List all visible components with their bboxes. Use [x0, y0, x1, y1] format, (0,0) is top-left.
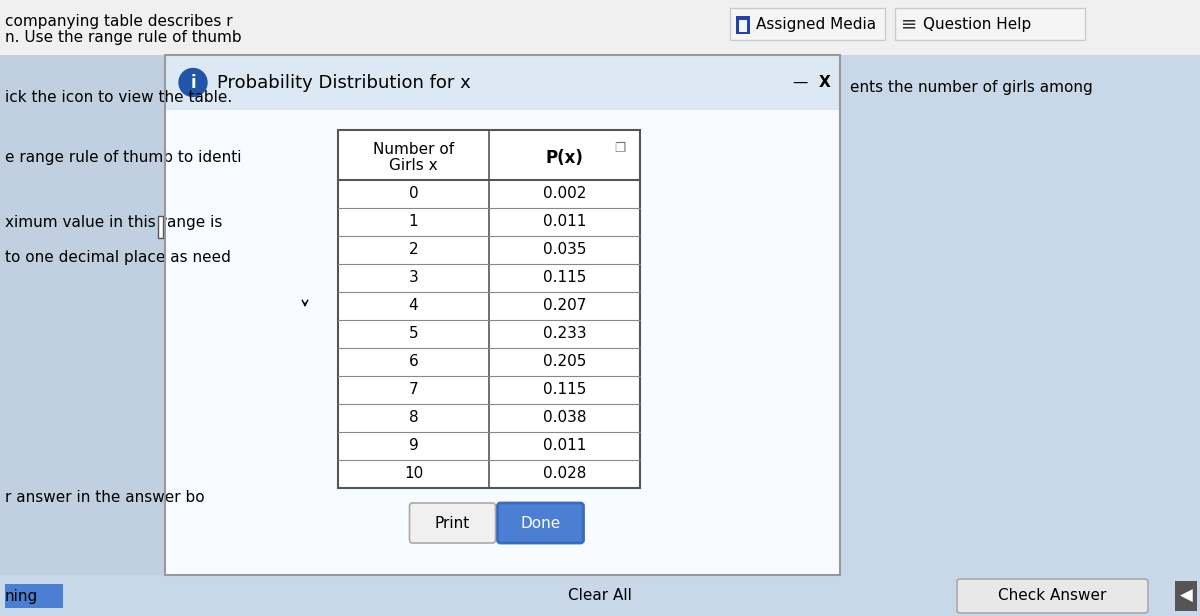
Bar — [166, 110, 840, 575]
Bar — [158, 216, 163, 238]
Text: Question Help: Question Help — [923, 17, 1031, 31]
Text: ≡: ≡ — [901, 15, 917, 33]
Text: ◀: ◀ — [1180, 587, 1193, 605]
Text: X: X — [820, 75, 830, 90]
Text: 0.205: 0.205 — [542, 354, 586, 370]
Bar — [739, 20, 746, 32]
Text: 0.115: 0.115 — [542, 383, 586, 397]
Text: ning: ning — [5, 588, 38, 604]
Text: ❒: ❒ — [614, 142, 625, 155]
Bar — [1175, 581, 1198, 611]
Text: 8: 8 — [409, 410, 419, 426]
FancyBboxPatch shape — [895, 8, 1085, 40]
Text: 0.028: 0.028 — [542, 466, 586, 482]
Text: 0.233: 0.233 — [542, 326, 587, 341]
Text: 3: 3 — [409, 270, 419, 285]
Text: Check Answer: Check Answer — [998, 588, 1106, 604]
Text: e range rule of thumb to identi: e range rule of thumb to identi — [5, 150, 241, 165]
Text: P(x): P(x) — [546, 149, 583, 167]
Text: 0.035: 0.035 — [542, 243, 587, 257]
Text: 4: 4 — [409, 299, 419, 314]
Text: ximum value in this range is: ximum value in this range is — [5, 215, 222, 230]
Text: 0.011: 0.011 — [542, 214, 586, 230]
Text: n. Use the range rule of thumb: n. Use the range rule of thumb — [5, 30, 241, 45]
Text: —: — — [792, 75, 808, 90]
Bar — [0, 0, 1200, 55]
Bar — [338, 130, 640, 488]
Bar — [5, 584, 64, 608]
Circle shape — [179, 68, 208, 97]
Bar — [166, 55, 840, 110]
Text: 0.207: 0.207 — [542, 299, 586, 314]
Text: 0.115: 0.115 — [542, 270, 586, 285]
Text: 1: 1 — [409, 214, 419, 230]
Text: 0.002: 0.002 — [542, 187, 586, 201]
Text: i: i — [190, 73, 196, 92]
Text: 7: 7 — [409, 383, 419, 397]
Text: 2: 2 — [409, 243, 419, 257]
Text: 0.011: 0.011 — [542, 439, 586, 453]
Text: Probability Distribution for x: Probability Distribution for x — [217, 73, 470, 92]
Text: 0: 0 — [409, 187, 419, 201]
FancyBboxPatch shape — [409, 503, 496, 543]
Text: Print: Print — [434, 516, 470, 530]
Text: Number of: Number of — [373, 142, 454, 156]
Text: ick the icon to view the table.: ick the icon to view the table. — [5, 90, 233, 105]
Text: to one decimal place as need: to one decimal place as need — [5, 250, 230, 265]
Text: companying table describes r: companying table describes r — [5, 14, 233, 29]
Bar — [0, 575, 1200, 616]
Text: 0.038: 0.038 — [542, 410, 587, 426]
Text: 5: 5 — [409, 326, 419, 341]
FancyBboxPatch shape — [498, 503, 583, 543]
FancyBboxPatch shape — [958, 579, 1148, 613]
Text: Girls x: Girls x — [389, 158, 438, 172]
Text: 6: 6 — [409, 354, 419, 370]
Text: 9: 9 — [409, 439, 419, 453]
FancyBboxPatch shape — [730, 8, 886, 40]
Bar — [0, 55, 166, 575]
Text: Clear All: Clear All — [568, 588, 632, 604]
Text: 10: 10 — [404, 466, 424, 482]
Bar — [166, 55, 840, 575]
Text: ents the number of girls among: ents the number of girls among — [850, 80, 1093, 95]
Text: Assigned Media: Assigned Media — [756, 17, 876, 31]
Text: Done: Done — [521, 516, 560, 530]
Text: r answer in the answer bo: r answer in the answer bo — [5, 490, 205, 505]
Bar — [736, 16, 750, 34]
